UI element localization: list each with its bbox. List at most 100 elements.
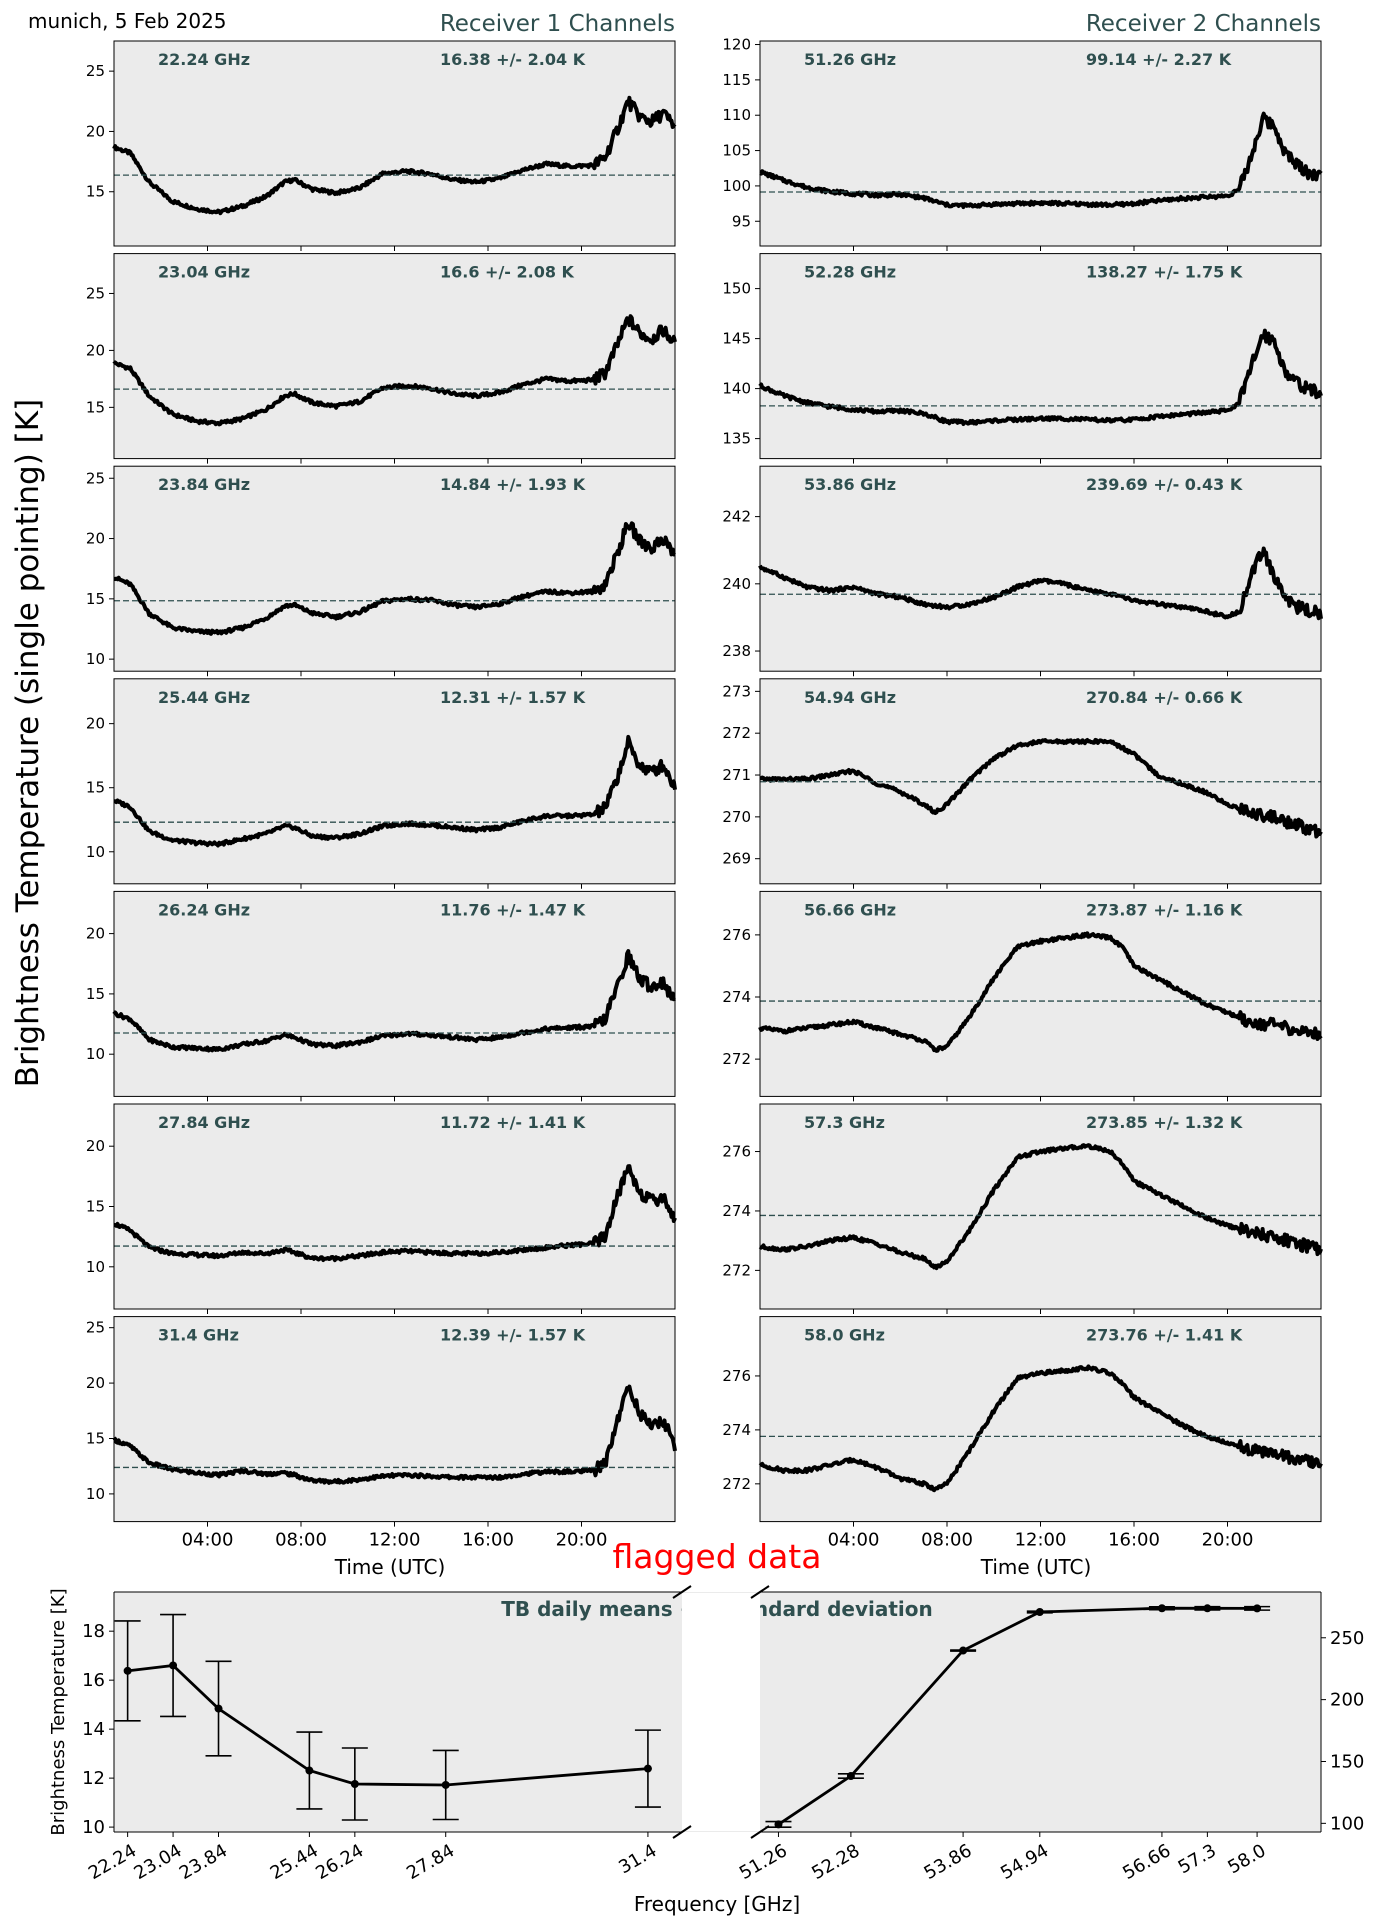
y-tick-label: 110 [722,106,751,124]
time-tick-label: 08:00 [921,1530,973,1551]
y-tick-label: 100 [1330,1813,1364,1834]
y-tick-label: 274 [722,1202,751,1220]
panel-background [760,891,1321,1097]
y-tick-label: 20 [86,1374,105,1392]
y-tick-label: 271 [722,766,751,784]
freq-tick-label: 27.84 [403,1840,458,1884]
freq-tick-label: 31.4 [615,1840,660,1878]
frequency-label: 23.84 GHz [158,475,250,494]
summary-y-label: Brightness Temperature [K] [48,1588,69,1835]
channel-panel-1-5: 272 274 276 57.3 GHz 273.85 +/- 1.32 K [722,1103,1323,1314]
time-tick-label: 12:00 [1015,1530,1067,1551]
freq-tick-label: 54.94 [997,1840,1052,1884]
freq-tick-label: 52.28 [808,1840,863,1884]
mean-std-label: 12.31 +/- 1.57 K [440,688,586,707]
y-tick-label: 20 [86,715,105,733]
freq-tick-label: 58.0 [1224,1840,1269,1878]
mean-std-label: 16.6 +/- 2.08 K [440,263,575,282]
channel-panel-1-1: 135 140 145 150 52.28 GHz 138.27 +/- 1.75 K [722,253,1323,464]
y-tick-label: 145 [722,330,751,348]
panel-background [760,253,1321,459]
panel-background [114,41,675,246]
mean-std-label: 11.76 +/- 1.47 K [440,900,586,919]
y-tick-label: 15 [86,590,105,608]
y-tick-label: 10 [86,843,105,861]
y-tick-label: 274 [722,988,751,1006]
y-tick-label: 276 [722,1367,751,1385]
y-tick-label: 250 [1330,1628,1364,1649]
location-date-label: munich, 5 Feb 2025 [28,9,227,33]
frequency-label: 31.4 GHz [158,1326,239,1345]
frequency-label: 23.04 GHz [158,263,250,282]
y-tick-label: 150 [722,280,751,298]
mean-std-label: 16.38 +/- 2.04 K [440,50,586,69]
y-tick-label: 135 [722,430,751,448]
y-tick-label: 10 [86,1485,105,1503]
frequency-label: 52.28 GHz [804,263,896,282]
y-tick-label: 150 [1330,1751,1364,1772]
y-tick-label: 140 [722,380,751,398]
mean-std-label: 273.87 +/- 1.16 K [1086,900,1243,919]
y-tick-label: 15 [86,1429,105,1447]
brightness-trace [113,734,677,848]
axis-break-mark [672,1825,692,1839]
channel-panel-1-6: 272 274 276 58.0 GHz 273.76 +/- 1.41 K [722,1316,1323,1527]
mean-std-label: 14.84 +/- 1.93 K [440,475,586,494]
mean-point [846,1771,855,1780]
time-tick-label: 12:00 [369,1530,421,1551]
channel-panel-1-0: 95 100 105 110 115 120 51.26 GHz 99.14 +/- 2.27… [722,36,1323,251]
mean-point [123,1666,132,1675]
y-tick-label: 274 [722,1421,751,1439]
panel-background [114,678,675,884]
channel-panel-1-4: 272 274 276 56.66 GHz 273.87 +/- 1.16 K [722,890,1323,1102]
brightness-trace [759,111,1323,210]
y-tick-label: 25 [86,1319,105,1337]
y-tick-label: 272 [722,1475,751,1493]
y-tick-label: 25 [86,469,105,487]
time-axis-label-left: Time (UTC) [334,1555,446,1579]
y-tick-label: 273 [722,682,751,700]
frequency-label: 56.66 GHz [804,900,896,919]
mean-std-label: 273.76 +/- 1.41 K [1086,1326,1243,1345]
channel-panel-0-0: 15 20 25 22.24 GHz 16.38 +/- 2.04 K [86,40,677,251]
brightness-trace [759,737,1323,839]
brightness-trace [758,328,1323,426]
panel-background [760,1104,1321,1309]
y-tick-label: 276 [722,1143,751,1161]
mean-std-label: 12.39 +/- 1.57 K [440,1326,586,1345]
mean-std-label: 99.14 +/- 2.27 K [1086,50,1232,69]
y-tick-label: 20 [86,530,105,548]
time-tick-label: 20:00 [556,1530,608,1551]
axis-break-mark [672,1585,692,1599]
time-tick-label: 04:00 [182,1530,234,1551]
y-tick-label: 276 [722,926,751,944]
mean-point [1035,1607,1044,1616]
y-tick-label: 272 [722,724,751,742]
break-gap [682,1593,760,1831]
receiver2-title: Receiver 2 Channels [1086,11,1321,37]
freq-tick-label: 57.3 [1175,1840,1220,1878]
freq-tick-label: 23.84 [176,1840,231,1884]
y-tick-label: 20 [86,341,105,359]
y-tick-label: 272 [722,1261,751,1279]
mean-point [350,1780,359,1788]
y-axis-label: Brightness Temperature (single pointing)… [10,399,46,1087]
axis-break-mark [750,1825,770,1839]
y-tick-label: 10 [86,1258,105,1276]
time-tick-label: 04:00 [828,1530,880,1551]
panel-background [760,1316,1321,1522]
brightness-trace [112,95,677,216]
channel-panel-0-6: 10 15 20 25 31.4 GHz 12.39 +/- 1.57 K [86,1316,677,1527]
mean-std-label: 273.85 +/- 1.32 K [1086,1113,1243,1132]
y-tick-label: 15 [86,1198,105,1216]
y-tick-label: 10 [86,650,105,668]
y-tick-label: 238 [722,642,751,660]
flagged-data-label: flagged data [613,1537,822,1576]
mean-point [1203,1604,1212,1613]
y-tick-label: 272 [722,1050,751,1068]
receiver1-title: Receiver 1 Channels [440,11,675,37]
y-tick-label: 200 [1330,1690,1364,1711]
mean-point [774,1820,783,1829]
y-tick-label: 15 [86,398,105,416]
